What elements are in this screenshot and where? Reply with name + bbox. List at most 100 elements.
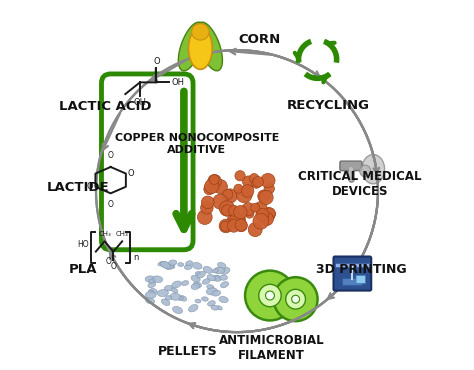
- Text: OH: OH: [134, 98, 146, 107]
- Text: LACTIDE: LACTIDE: [46, 181, 109, 194]
- Circle shape: [219, 219, 233, 233]
- Ellipse shape: [213, 275, 219, 280]
- Text: COPPER NONOCOMPOSITE
ADDITIVE: COPPER NONOCOMPOSITE ADDITIVE: [115, 133, 279, 155]
- Circle shape: [286, 289, 305, 309]
- Ellipse shape: [178, 263, 184, 266]
- Ellipse shape: [158, 262, 164, 266]
- Circle shape: [208, 175, 221, 188]
- FancyBboxPatch shape: [356, 275, 365, 283]
- Circle shape: [236, 187, 252, 203]
- Ellipse shape: [197, 22, 222, 71]
- Circle shape: [253, 213, 269, 229]
- Circle shape: [233, 213, 246, 226]
- Ellipse shape: [362, 155, 384, 184]
- Ellipse shape: [219, 275, 228, 280]
- Circle shape: [223, 189, 233, 199]
- Circle shape: [210, 175, 219, 184]
- Circle shape: [251, 203, 260, 212]
- Text: CH₃: CH₃: [116, 231, 128, 237]
- Ellipse shape: [212, 269, 219, 273]
- Ellipse shape: [189, 305, 198, 312]
- Circle shape: [201, 196, 214, 209]
- Circle shape: [235, 220, 247, 232]
- Circle shape: [228, 205, 239, 216]
- Text: PELLETS: PELLETS: [158, 345, 218, 358]
- Ellipse shape: [182, 280, 189, 286]
- Circle shape: [213, 194, 228, 209]
- Ellipse shape: [184, 265, 192, 270]
- Circle shape: [220, 221, 231, 231]
- Ellipse shape: [145, 276, 155, 282]
- Ellipse shape: [165, 264, 174, 270]
- Ellipse shape: [208, 301, 215, 306]
- Ellipse shape: [195, 299, 201, 303]
- Circle shape: [222, 205, 233, 216]
- Circle shape: [241, 185, 254, 197]
- Circle shape: [253, 176, 264, 187]
- Circle shape: [235, 219, 247, 231]
- Ellipse shape: [195, 272, 201, 275]
- Ellipse shape: [213, 276, 221, 281]
- Text: O: O: [108, 200, 114, 209]
- Circle shape: [264, 184, 274, 194]
- Ellipse shape: [212, 290, 221, 296]
- Ellipse shape: [169, 265, 175, 269]
- Ellipse shape: [178, 296, 183, 300]
- Ellipse shape: [207, 285, 214, 289]
- Circle shape: [205, 179, 219, 194]
- Ellipse shape: [162, 299, 170, 306]
- Circle shape: [198, 210, 212, 225]
- Ellipse shape: [192, 262, 202, 269]
- Ellipse shape: [157, 290, 168, 297]
- Circle shape: [223, 189, 237, 203]
- Text: O: O: [108, 151, 114, 160]
- Circle shape: [259, 190, 273, 205]
- Ellipse shape: [197, 271, 205, 278]
- Ellipse shape: [148, 290, 154, 294]
- Text: LACTIC ACID: LACTIC ACID: [59, 100, 151, 114]
- Text: RECYCLING: RECYCLING: [286, 98, 369, 112]
- Ellipse shape: [178, 22, 204, 71]
- Ellipse shape: [218, 262, 226, 269]
- Circle shape: [255, 202, 267, 214]
- Circle shape: [234, 184, 243, 194]
- Circle shape: [264, 208, 275, 219]
- Circle shape: [230, 212, 244, 226]
- Text: O: O: [106, 257, 112, 266]
- FancyBboxPatch shape: [334, 256, 371, 290]
- Circle shape: [219, 201, 235, 216]
- Ellipse shape: [172, 288, 178, 293]
- Circle shape: [262, 208, 275, 221]
- Text: PLA: PLA: [69, 263, 98, 276]
- Circle shape: [227, 215, 241, 229]
- Ellipse shape: [150, 289, 157, 294]
- Circle shape: [201, 202, 213, 214]
- Text: ANTIMICROBIAL
FILAMENT: ANTIMICROBIAL FILAMENT: [219, 334, 325, 362]
- Ellipse shape: [172, 281, 181, 288]
- Circle shape: [256, 208, 269, 221]
- Ellipse shape: [203, 266, 212, 273]
- Ellipse shape: [179, 296, 187, 301]
- Circle shape: [242, 203, 255, 216]
- Ellipse shape: [214, 267, 225, 274]
- Ellipse shape: [191, 24, 209, 40]
- Ellipse shape: [191, 275, 200, 282]
- Text: O: O: [128, 169, 134, 178]
- Circle shape: [249, 174, 259, 183]
- Ellipse shape: [149, 279, 155, 283]
- Ellipse shape: [160, 261, 168, 267]
- Text: O: O: [153, 57, 160, 65]
- Circle shape: [228, 219, 240, 232]
- Ellipse shape: [145, 291, 156, 298]
- Text: CH₃: CH₃: [98, 231, 111, 237]
- Text: OH: OH: [171, 78, 184, 87]
- Text: n: n: [134, 253, 139, 262]
- Ellipse shape: [153, 276, 163, 283]
- Circle shape: [273, 277, 318, 321]
- Ellipse shape: [186, 261, 192, 266]
- Ellipse shape: [202, 279, 210, 284]
- Ellipse shape: [201, 297, 208, 301]
- Text: CRITICAL MEDICAL
DEVICES: CRITICAL MEDICAL DEVICES: [298, 170, 421, 198]
- Ellipse shape: [146, 297, 155, 304]
- Circle shape: [258, 190, 270, 202]
